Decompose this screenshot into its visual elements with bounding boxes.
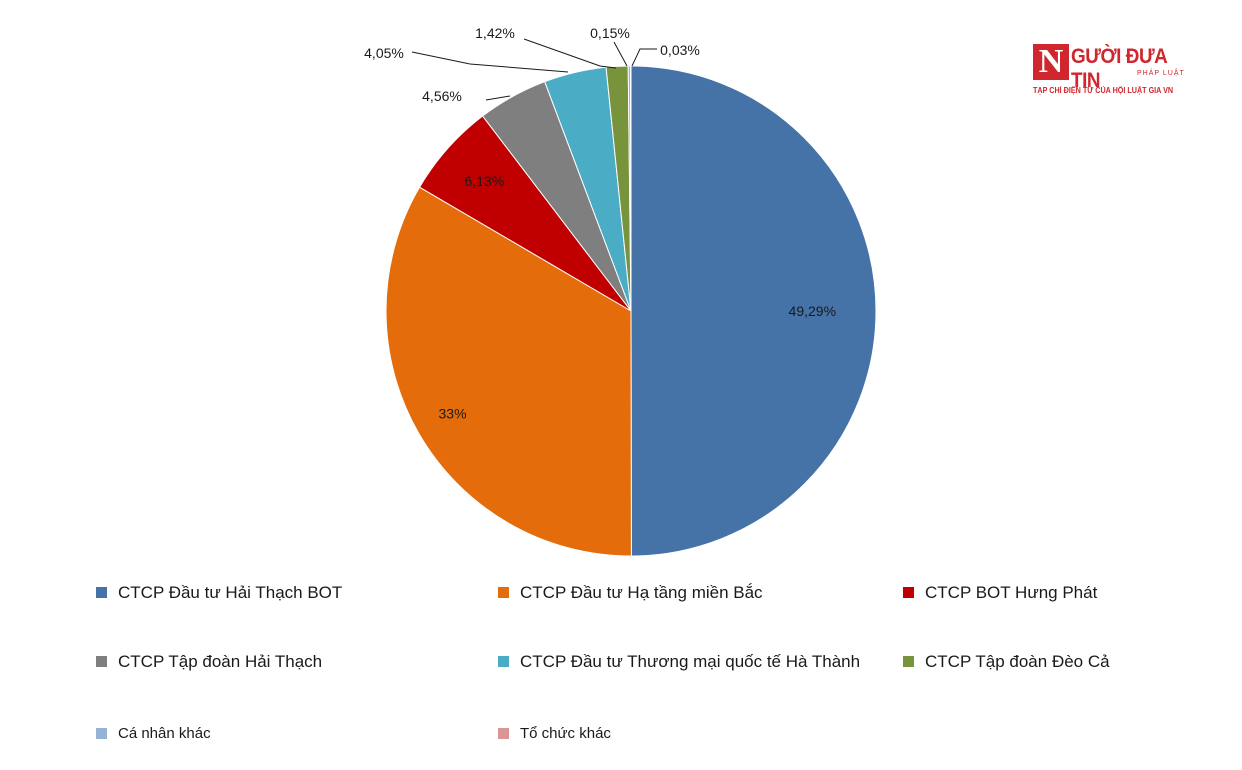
pie-slices xyxy=(385,65,877,557)
slice-label: 4,56% xyxy=(422,88,462,104)
slice-labels: 49,29% 33% 6,13% 4,56% 4,05% 1,42% 0,15% 0,03% xyxy=(364,25,836,421)
pie-slice xyxy=(630,65,877,557)
leader-line xyxy=(613,41,628,67)
logo-name: GƯỜI ĐƯA TIN xyxy=(1071,45,1167,92)
slice-label: 0,15% xyxy=(590,25,630,41)
pie-slice xyxy=(385,186,632,557)
logo-mark: N xyxy=(1033,44,1069,80)
slice-label: 0,03% xyxy=(660,42,700,58)
slice-label: 49,29% xyxy=(789,303,836,319)
slice-label: 33% xyxy=(439,405,467,421)
leader-line xyxy=(485,95,511,101)
slice-label: 4,05% xyxy=(364,45,404,61)
logo-tagline: TẠP CHÍ ĐIỆN TỬ CỦA HỘI LUẬT GIA VN xyxy=(1033,86,1174,95)
leader-line xyxy=(411,51,569,73)
publisher-logo: N GƯỜI ĐƯA TIN PHÁP LUẬT TẠP CHÍ ĐIỆN TỬ… xyxy=(1033,44,1193,100)
logo-subname: PHÁP LUẬT xyxy=(1137,70,1185,77)
slice-label: 1,42% xyxy=(475,25,515,41)
leader-line xyxy=(631,48,657,67)
leader-line xyxy=(523,38,617,69)
leader-lines xyxy=(411,38,657,101)
slice-label: 6,13% xyxy=(464,173,504,189)
